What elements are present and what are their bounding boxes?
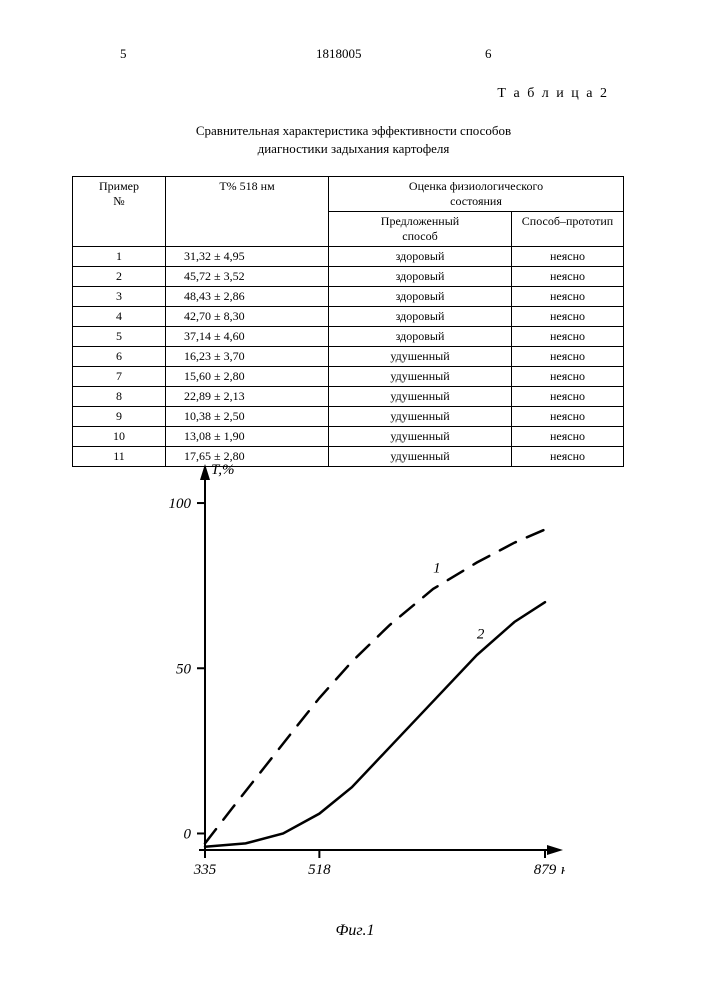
cell-t518: 31,32 ± 4,95 (166, 247, 329, 267)
figure-caption: Фиг.1 (145, 922, 565, 940)
document-number: 1818005 (316, 46, 362, 62)
x-axis-unit: нм (561, 862, 565, 878)
col-proposed-header-l1: Предложенный (381, 214, 459, 228)
x-axis-arrow (547, 845, 563, 855)
caption-line2: диагностики задыхания картофеля (258, 141, 450, 156)
cell-example-n: 8 (73, 387, 166, 407)
cell-prototype: неясно (512, 387, 624, 407)
table-row: 537,14 ± 4,60здоровыйнеясно (73, 327, 624, 347)
cell-t518: 13,08 ± 1,90 (166, 427, 329, 447)
cell-prototype: неясно (512, 247, 624, 267)
cell-example-n: 4 (73, 307, 166, 327)
cell-prototype: неясно (512, 427, 624, 447)
page-number-left: 5 (120, 46, 127, 62)
cell-proposed: удушенный (329, 367, 512, 387)
cell-t518: 45,72 ± 3,52 (166, 267, 329, 287)
y-tick-label: 50 (176, 661, 192, 677)
cell-proposed: удушенный (329, 427, 512, 447)
table-header-row-1: Пример № Т% 518 нм Оценка физиологическо… (73, 177, 624, 212)
cell-example-n: 7 (73, 367, 166, 387)
series-label-2: 2 (477, 627, 485, 643)
table-row: 245,72 ± 3,52здоровыйнеясно (73, 267, 624, 287)
table-row: 348,43 ± 2,86здоровыйнеясно (73, 287, 624, 307)
cell-prototype: неясно (512, 327, 624, 347)
col-assessment-group-header: Оценка физиологического состояния (329, 177, 624, 212)
col-assessment-group-l2: состояния (450, 194, 502, 208)
y-axis-label: T,% (211, 462, 234, 478)
table-row: 910,38 ± 2,50удушенныйнеясно (73, 407, 624, 427)
cell-prototype: неясно (512, 287, 624, 307)
series-label-1: 1 (433, 560, 441, 576)
cell-t518: 48,43 ± 2,86 (166, 287, 329, 307)
table-row: 822,89 ± 2,13удушенныйнеясно (73, 387, 624, 407)
table-row: 131,32 ± 4,95здоровыйнеясно (73, 247, 624, 267)
cell-example-n: 1 (73, 247, 166, 267)
page-number-right: 6 (485, 46, 492, 62)
cell-prototype: неясно (512, 347, 624, 367)
cell-proposed: здоровый (329, 267, 512, 287)
y-tick-label: 100 (169, 496, 192, 512)
cell-t518: 16,23 ± 3,70 (166, 347, 329, 367)
table-row: 1013,08 ± 1,90удушенныйнеясно (73, 427, 624, 447)
chart-svg: 0 50 100 335 518 879 T,% нм 1 2 (145, 460, 565, 900)
table-head: Пример № Т% 518 нм Оценка физиологическо… (73, 177, 624, 247)
cell-t518: 22,89 ± 2,13 (166, 387, 329, 407)
cell-example-n: 5 (73, 327, 166, 347)
cell-prototype: неясно (512, 307, 624, 327)
col-proposed-header: Предложенный способ (329, 212, 512, 247)
chart-figure-1: 0 50 100 335 518 879 T,% нм 1 2 Фиг.1 (145, 460, 565, 940)
cell-proposed: удушенный (329, 387, 512, 407)
cell-prototype: неясно (512, 267, 624, 287)
col-t518-header: Т% 518 нм (166, 177, 329, 247)
caption-line1: Сравнительная характеристика эффективнос… (196, 123, 511, 138)
y-tick-label: 0 (184, 826, 192, 842)
cell-example-n: 3 (73, 287, 166, 307)
table-label: Т а б л и ц а 2 (497, 86, 609, 102)
col-assessment-group-l1: Оценка физиологического (409, 179, 543, 193)
cell-example-n: 9 (73, 407, 166, 427)
cell-proposed: удушенный (329, 347, 512, 367)
col-example-header-l1: Пример (99, 179, 139, 193)
cell-proposed: здоровый (329, 307, 512, 327)
col-example-header: Пример № (73, 177, 166, 247)
cell-proposed: удушенный (329, 407, 512, 427)
cell-example-n: 10 (73, 427, 166, 447)
x-tick-label: 335 (193, 862, 217, 878)
col-proposed-header-l2: способ (402, 229, 437, 243)
cell-t518: 37,14 ± 4,60 (166, 327, 329, 347)
cell-t518: 15,60 ± 2,80 (166, 367, 329, 387)
x-tick-label: 879 (534, 862, 557, 878)
x-tick-label: 518 (308, 862, 331, 878)
table-row: 442,70 ± 8,30здоровыйнеясно (73, 307, 624, 327)
y-axis-arrow (200, 464, 210, 480)
cell-example-n: 6 (73, 347, 166, 367)
cell-prototype: неясно (512, 407, 624, 427)
series-1 (205, 529, 545, 843)
cell-proposed: здоровый (329, 247, 512, 267)
page: 5 1818005 6 Т а б л и ц а 2 Сравнительна… (0, 0, 707, 1000)
cell-t518: 10,38 ± 2,50 (166, 407, 329, 427)
table-row: 616,23 ± 3,70удушенныйнеясно (73, 347, 624, 367)
table-body: 131,32 ± 4,95здоровыйнеясно245,72 ± 3,52… (73, 247, 624, 467)
cell-t518: 42,70 ± 8,30 (166, 307, 329, 327)
table-row: 715,60 ± 2,80удушенныйнеясно (73, 367, 624, 387)
cell-prototype: неясно (512, 367, 624, 387)
cell-proposed: здоровый (329, 327, 512, 347)
cell-proposed: здоровый (329, 287, 512, 307)
comparison-table: Пример № Т% 518 нм Оценка физиологическо… (72, 176, 624, 467)
col-example-header-l2: № (113, 194, 124, 208)
table-caption: Сравнительная характеристика эффективнос… (0, 122, 707, 157)
cell-example-n: 2 (73, 267, 166, 287)
series-2 (205, 602, 545, 847)
col-prototype-header: Способ–прототип (512, 212, 624, 247)
